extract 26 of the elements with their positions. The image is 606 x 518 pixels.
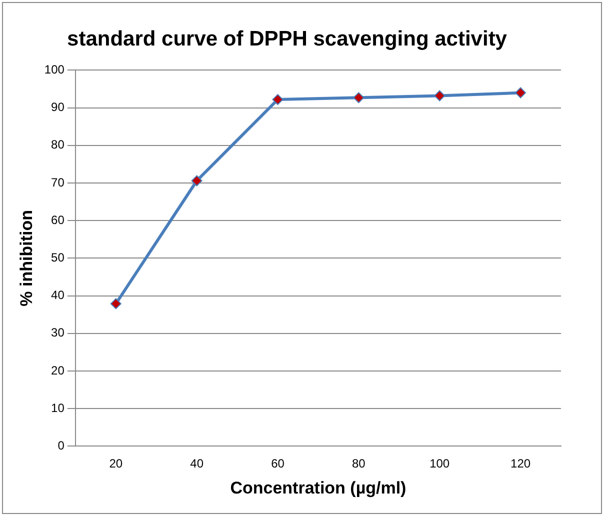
x-tick-label: 60 xyxy=(271,456,285,471)
y-tick-label: 30 xyxy=(51,326,65,340)
point xyxy=(110,298,122,310)
point xyxy=(272,94,284,106)
y-tick-label: 10 xyxy=(51,400,65,415)
y-tick-label: 100 xyxy=(44,62,65,77)
y-tick-label: 50 xyxy=(51,250,65,265)
y-tick-label: 20 xyxy=(51,363,65,378)
y-tick-label: 80 xyxy=(51,138,65,152)
y-axis-title: % inhibition xyxy=(16,210,36,306)
point xyxy=(434,90,446,102)
x-axis-title: Concentration (µg/ml) xyxy=(230,478,406,498)
point xyxy=(191,175,202,186)
x-tick-label: 80 xyxy=(352,456,366,471)
y-tick-label: 0 xyxy=(58,438,65,453)
x-tick-label: 120 xyxy=(510,456,531,471)
point xyxy=(353,92,364,104)
y-tick-label: 60 xyxy=(51,212,65,227)
x-tick-label: 100 xyxy=(430,456,450,471)
chart-title: standard curve of DPPH scavenging activity xyxy=(67,27,508,50)
point xyxy=(515,87,526,98)
y-tick-label: 70 xyxy=(51,175,65,190)
x-tick-label: 20 xyxy=(109,456,123,471)
x-tick-label: 40 xyxy=(190,456,204,471)
y-tick-label: 40 xyxy=(51,288,65,302)
y-tick-label: 90 xyxy=(51,100,65,114)
